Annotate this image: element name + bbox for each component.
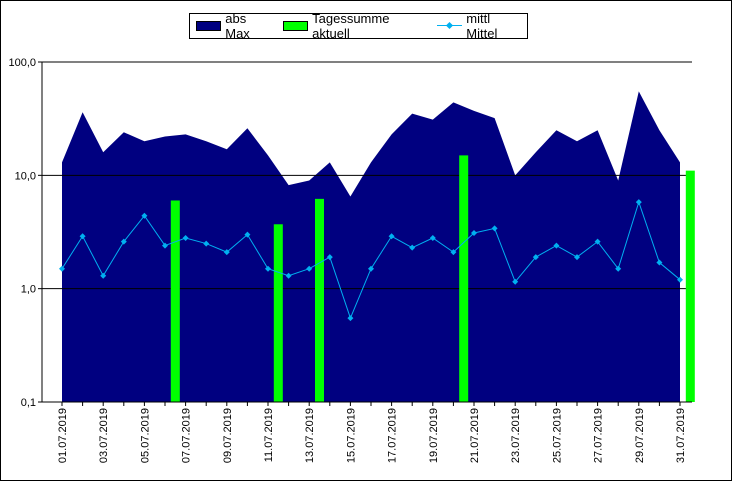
point-21.07.2019 bbox=[471, 229, 477, 236]
axes: 0,1 1,0 10,0 100,0 01.07.2019 03.07.2019 05.07… bbox=[8, 57, 692, 463]
x-tick-label-11: 23.07.2019 bbox=[510, 408, 522, 463]
bar-31.07.2019 bbox=[685, 170, 695, 402]
x-tick-label-8: 17.07.2019 bbox=[387, 408, 399, 463]
point-04.07.2019 bbox=[120, 238, 127, 245]
point-12.07.2019 bbox=[285, 272, 292, 279]
point-08.07.2019 bbox=[203, 240, 210, 247]
point-15.07.2019 bbox=[347, 315, 354, 322]
point-06.07.2019 bbox=[162, 242, 168, 249]
bar-13.07.2019 bbox=[315, 198, 324, 402]
abs-max-area-layer bbox=[62, 91, 680, 402]
x-tick-label-10: 21.07.2019 bbox=[469, 408, 481, 463]
point-02.07.2019 bbox=[79, 233, 86, 240]
point-03.07.2019 bbox=[100, 272, 107, 279]
x-tick-label-7: 15.07.2019 bbox=[345, 408, 357, 463]
point-31.07.2019 bbox=[677, 276, 683, 283]
point-05.07.2019 bbox=[141, 212, 148, 219]
x-tick-label-2: 05.07.2019 bbox=[139, 408, 151, 463]
x-tick-label-14: 29.07.2019 bbox=[634, 408, 646, 463]
legend-entry-abs-max: abs Max bbox=[196, 11, 273, 41]
legend-label-abs-max: abs Max bbox=[225, 11, 250, 41]
tagessumme-bars bbox=[170, 155, 695, 402]
x-tick-label-9: 19.07.2019 bbox=[428, 408, 440, 463]
y-tick-label-3: 100,0 bbox=[8, 57, 36, 69]
point-29.07.2019 bbox=[635, 199, 642, 206]
legend-label-tagessumme: Tagessumme aktuell bbox=[312, 11, 390, 41]
point-01.07.2019 bbox=[59, 265, 65, 272]
legend-swatch-abs-max bbox=[196, 21, 222, 31]
legend-entry-mittl-mittel: mittl Mittel bbox=[437, 11, 523, 41]
point-16.07.2019 bbox=[368, 265, 374, 272]
point-10.07.2019 bbox=[244, 231, 251, 238]
point-25.07.2019 bbox=[553, 242, 560, 249]
y-tick-label-1: 1,0 bbox=[21, 284, 36, 296]
point-14.07.2019 bbox=[326, 254, 333, 261]
x-tick-label-15: 31.07.2019 bbox=[675, 408, 687, 463]
x-tick-label-12: 25.07.2019 bbox=[551, 408, 563, 463]
gridlines bbox=[42, 61, 692, 290]
point-13.07.2019 bbox=[306, 265, 313, 272]
x-tick-label-5: 11.07.2019 bbox=[263, 408, 275, 462]
bar-11.07.2019 bbox=[273, 224, 283, 402]
point-17.07.2019 bbox=[388, 233, 395, 240]
point-27.07.2019 bbox=[594, 238, 601, 245]
legend-entry-tagessumme: Tagessumme aktuell bbox=[282, 11, 427, 41]
point-24.07.2019 bbox=[532, 254, 539, 261]
legend-swatch-mittl-mittel bbox=[437, 21, 463, 31]
bar-06.07.2019 bbox=[170, 200, 180, 402]
point-11.07.2019 bbox=[265, 265, 271, 272]
point-18.07.2019 bbox=[409, 244, 416, 251]
point-26.07.2019 bbox=[574, 254, 580, 261]
abs-max-area bbox=[62, 91, 680, 402]
x-tick-label-1: 03.07.2019 bbox=[98, 408, 110, 463]
legend-label-mittl-mittel: mittl Mittel bbox=[466, 11, 498, 41]
bar-20.07.2019 bbox=[459, 155, 469, 402]
x-tick-label-4: 09.07.2019 bbox=[222, 408, 234, 463]
point-07.07.2019 bbox=[182, 234, 189, 241]
x-tick-label-6: 13.07.2019 bbox=[304, 408, 316, 463]
point-09.07.2019 bbox=[223, 249, 230, 256]
point-23.07.2019 bbox=[512, 278, 519, 285]
legend-swatch-tagessumme bbox=[282, 21, 309, 31]
y-tick-label-0: 0,1 bbox=[21, 397, 36, 409]
point-22.07.2019 bbox=[491, 225, 498, 232]
point-28.07.2019 bbox=[615, 265, 622, 272]
x-tick-label-0: 01.07.2019 bbox=[57, 408, 69, 463]
x-tick-label-3: 07.07.2019 bbox=[181, 408, 193, 463]
mittl-mittel-line bbox=[59, 199, 683, 322]
point-19.07.2019 bbox=[429, 234, 436, 241]
point-20.07.2019 bbox=[450, 249, 457, 256]
legend: abs Max Tagessumme aktuell mittl Mittel bbox=[189, 11, 528, 41]
x-tick-label-13: 27.07.2019 bbox=[593, 408, 605, 463]
y-tick-label-2: 10,0 bbox=[15, 170, 36, 182]
point-30.07.2019 bbox=[656, 259, 663, 266]
